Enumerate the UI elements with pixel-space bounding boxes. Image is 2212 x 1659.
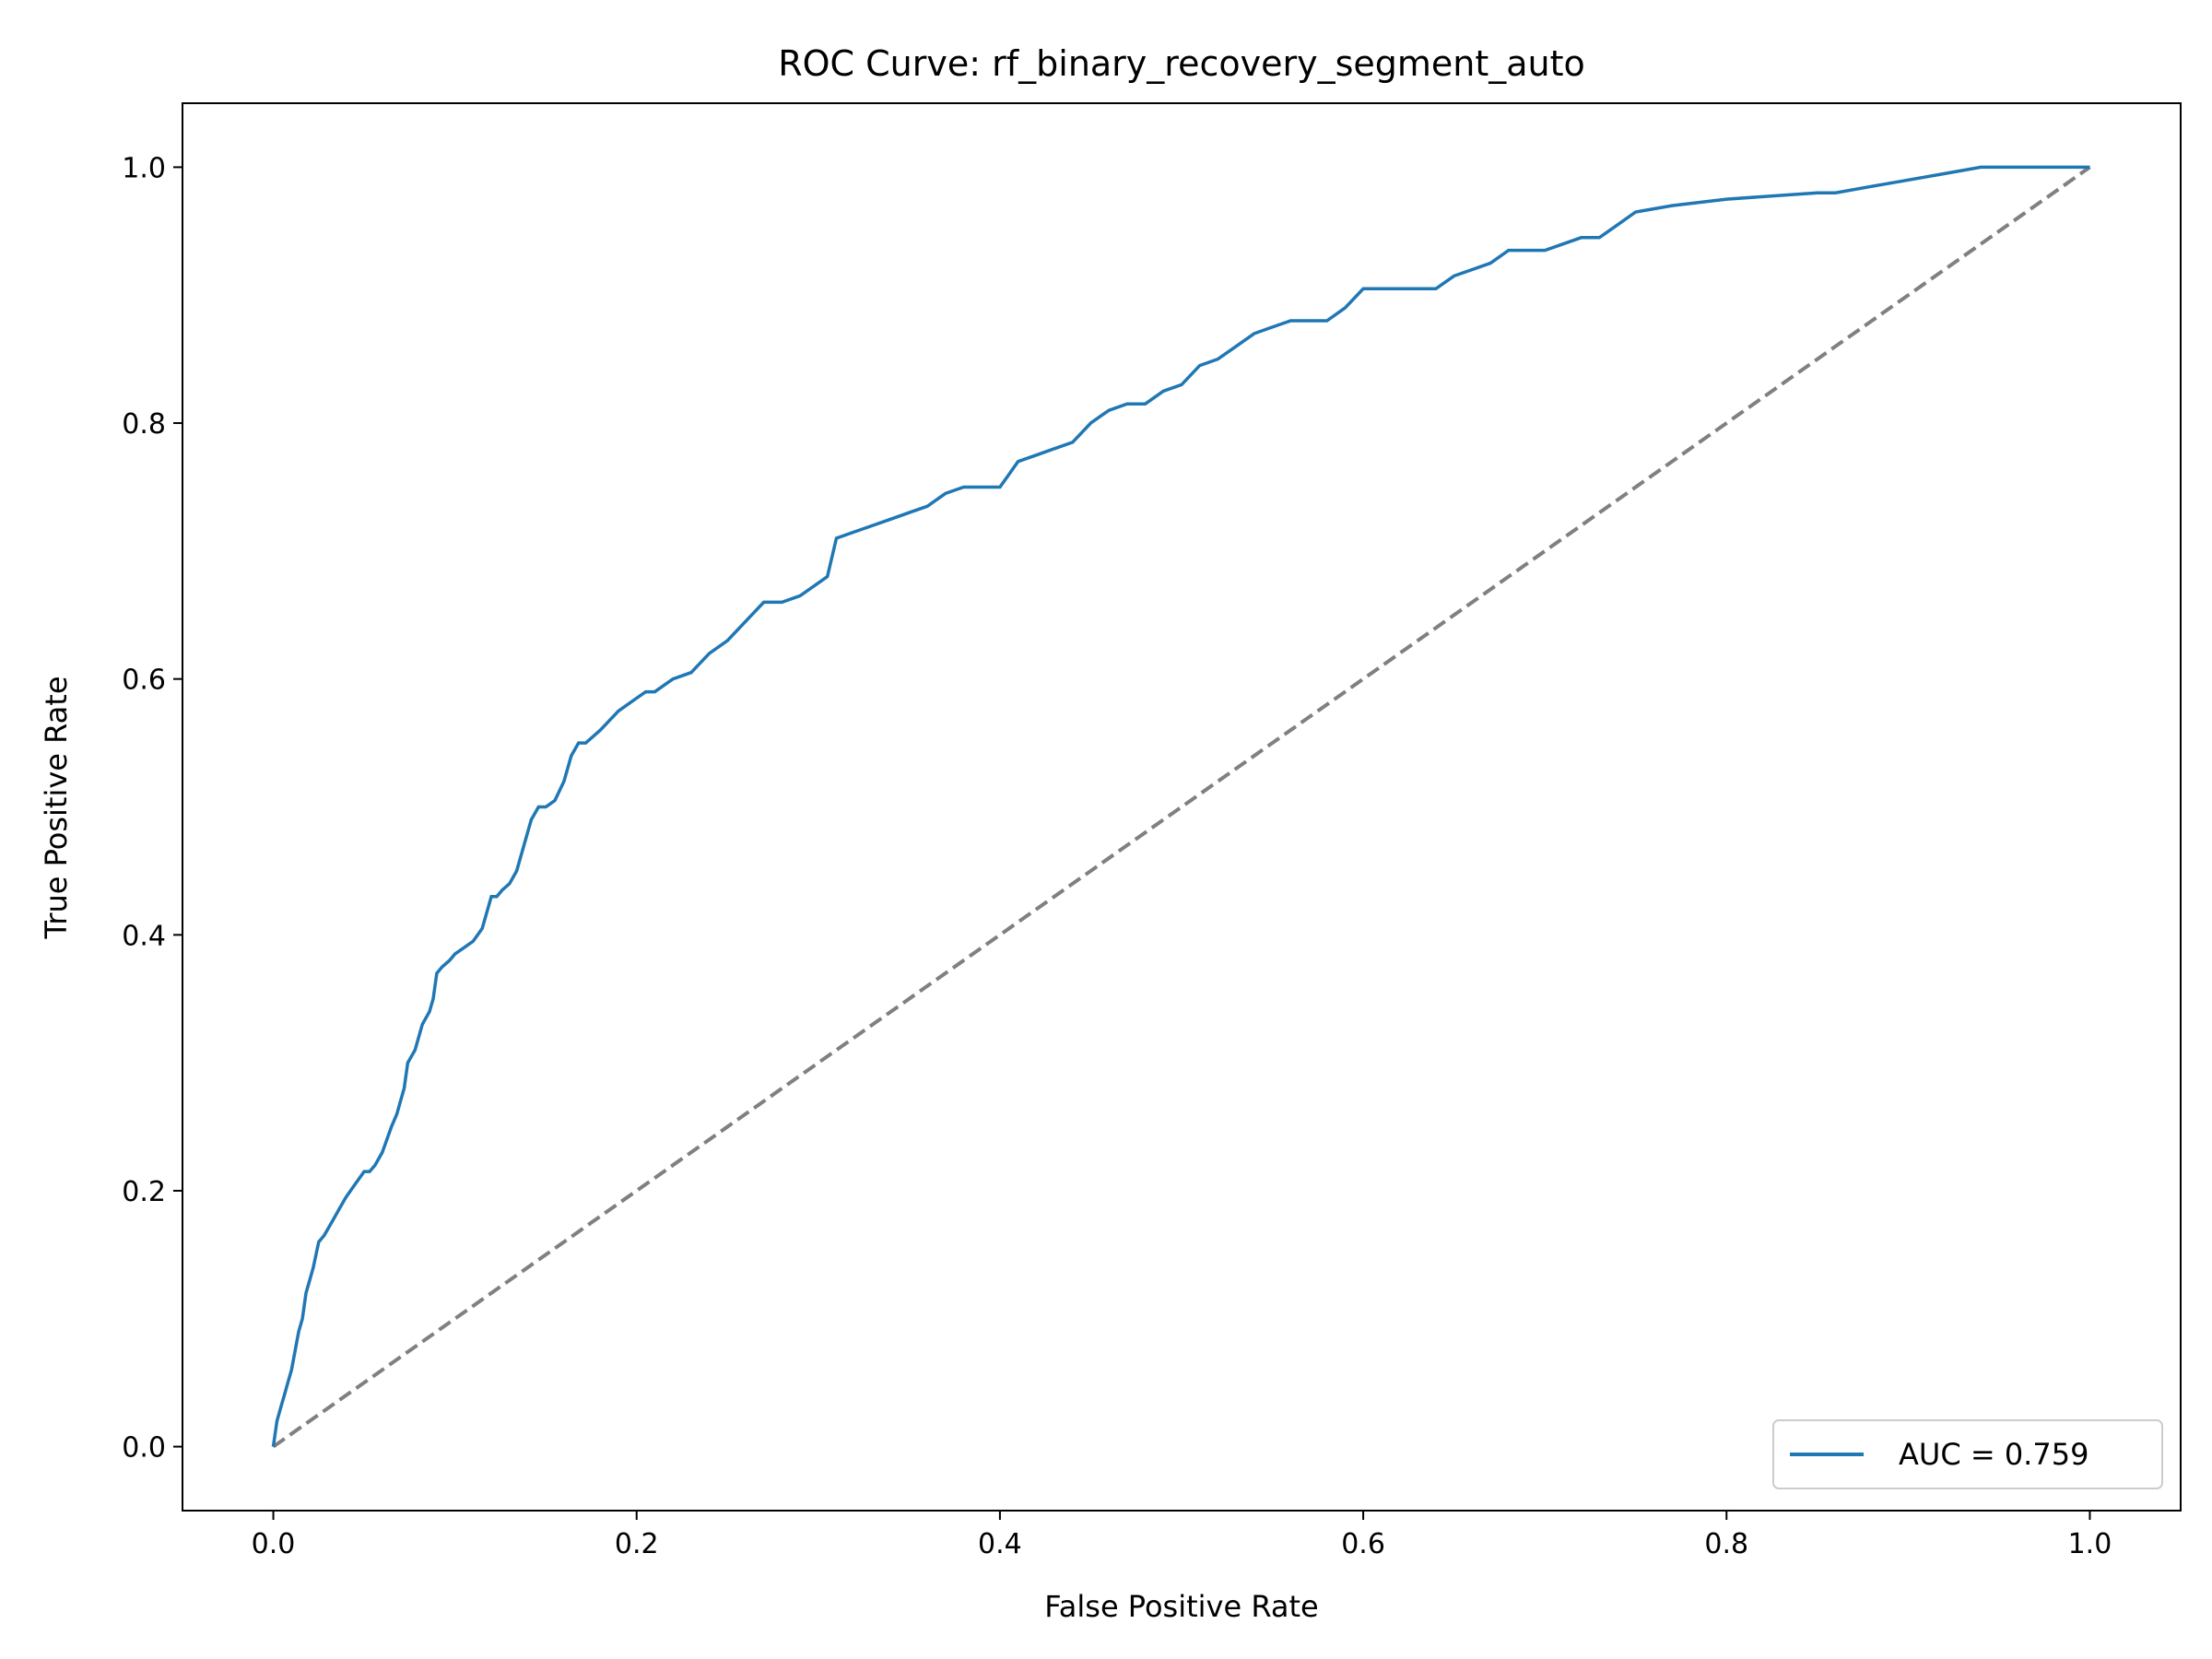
x-tick-label: 0.2 bbox=[615, 1528, 659, 1560]
x-axis: 0.0 0.2 0.4 0.6 0.8 1.0 bbox=[252, 1511, 2112, 1560]
y-tick-label: 0.0 bbox=[122, 1432, 166, 1465]
axes-frame bbox=[182, 102, 2182, 1512]
y-tick-label: 0.6 bbox=[122, 665, 166, 697]
chance-diagonal-line bbox=[272, 165, 2091, 1449]
plot-area bbox=[271, 165, 2091, 1449]
y-axis-label: True Positive Rate bbox=[39, 676, 74, 939]
legend-entry-label: AUC = 0.759 bbox=[1899, 1437, 2088, 1472]
legend-box bbox=[1772, 1419, 2163, 1489]
x-tick-label: 1.0 bbox=[2068, 1528, 2112, 1560]
y-tick-label: 0.2 bbox=[122, 1176, 166, 1208]
x-tick-label: 0.6 bbox=[1341, 1528, 1385, 1560]
x-axis-label: False Positive Rate bbox=[1044, 1589, 1318, 1624]
y-axis: 0.0 0.2 0.4 0.6 0.8 1.0 bbox=[122, 152, 182, 1465]
legend: AUC = 0.759 bbox=[1772, 1419, 2163, 1489]
y-tick-label: 1.0 bbox=[122, 152, 166, 184]
x-tick-label: 0.8 bbox=[1704, 1528, 1748, 1560]
x-tick-label: 0.0 bbox=[252, 1528, 296, 1560]
y-tick-label: 0.4 bbox=[122, 920, 166, 952]
y-tick-label: 0.8 bbox=[122, 408, 166, 441]
x-tick-label: 0.4 bbox=[978, 1528, 1022, 1560]
chart-title: ROC Curve: rf_binary_recovery_segment_au… bbox=[778, 43, 1585, 84]
roc-curve-line bbox=[271, 165, 2090, 1447]
